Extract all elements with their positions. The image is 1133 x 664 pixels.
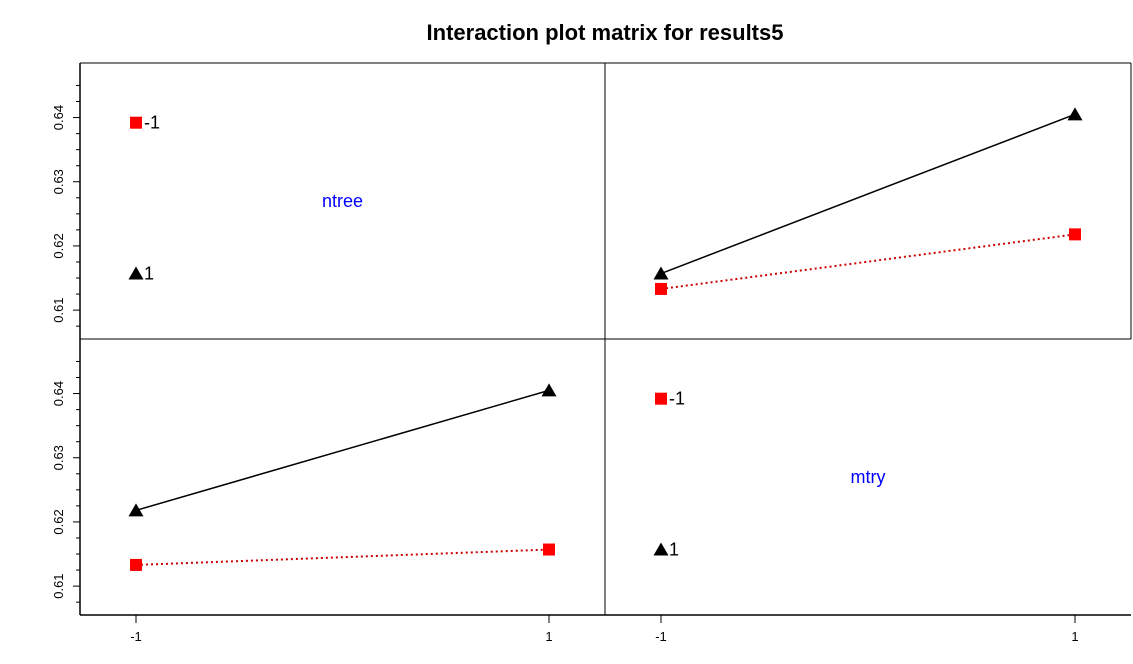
marker-square-point	[130, 558, 142, 571]
marker-triangle-point	[653, 266, 669, 280]
panel-top-right	[653, 107, 1083, 295]
series-line-level-plus1	[135, 389, 550, 512]
x-tick-label: -1	[655, 629, 667, 644]
marker-triangle-point	[1067, 107, 1083, 121]
marker-triangle-point	[128, 266, 144, 280]
y-tick-label: 0.61	[51, 297, 66, 322]
marker-triangle-point	[128, 503, 144, 517]
factor-label: ntree	[322, 191, 363, 211]
y-tick-label: 0.63	[51, 169, 66, 194]
y-tick-label: 0.63	[51, 445, 66, 470]
level-label: -1	[669, 389, 685, 409]
y-tick-label: 0.64	[51, 105, 66, 130]
y-tick-label: 0.64	[51, 381, 66, 406]
panels-layer: ntree -1 1 mtry -1 1	[128, 107, 1083, 571]
y-tick-label: 0.62	[51, 233, 66, 258]
series-line-level-minus1	[660, 233, 1076, 290]
chart-title: Interaction plot matrix for results5	[427, 20, 784, 45]
marker-square-point	[1069, 228, 1081, 241]
axes-layer: 0.61 0.62 0.63 0.64 0.61 0.62 0.63 0.64 -1 1 -1 1	[51, 62, 1132, 644]
x-tick-label: 1	[1071, 629, 1078, 644]
level-label: 1	[144, 264, 154, 284]
marker-square-point	[655, 282, 667, 295]
panel-bottom-right: mtry -1 1	[653, 389, 886, 560]
panel-top-left: ntree -1 1	[128, 113, 363, 284]
marker-triangle-point	[541, 383, 557, 397]
marker-square-point	[655, 392, 667, 405]
y-tick-label: 0.61	[51, 573, 66, 598]
y-tick-label: 0.62	[51, 509, 66, 534]
x-tick-label: 1	[545, 629, 552, 644]
marker-triangle-point	[653, 542, 669, 556]
x-tick-label: -1	[130, 629, 142, 644]
marker-square-point	[543, 543, 555, 556]
factor-label: mtry	[851, 467, 886, 487]
series-line-level-plus1	[660, 113, 1076, 275]
series-line-level-minus1	[135, 548, 550, 566]
panel-bottom-left	[128, 383, 557, 571]
marker-square-point	[130, 116, 142, 129]
level-label: -1	[144, 113, 160, 133]
level-label: 1	[669, 540, 679, 560]
